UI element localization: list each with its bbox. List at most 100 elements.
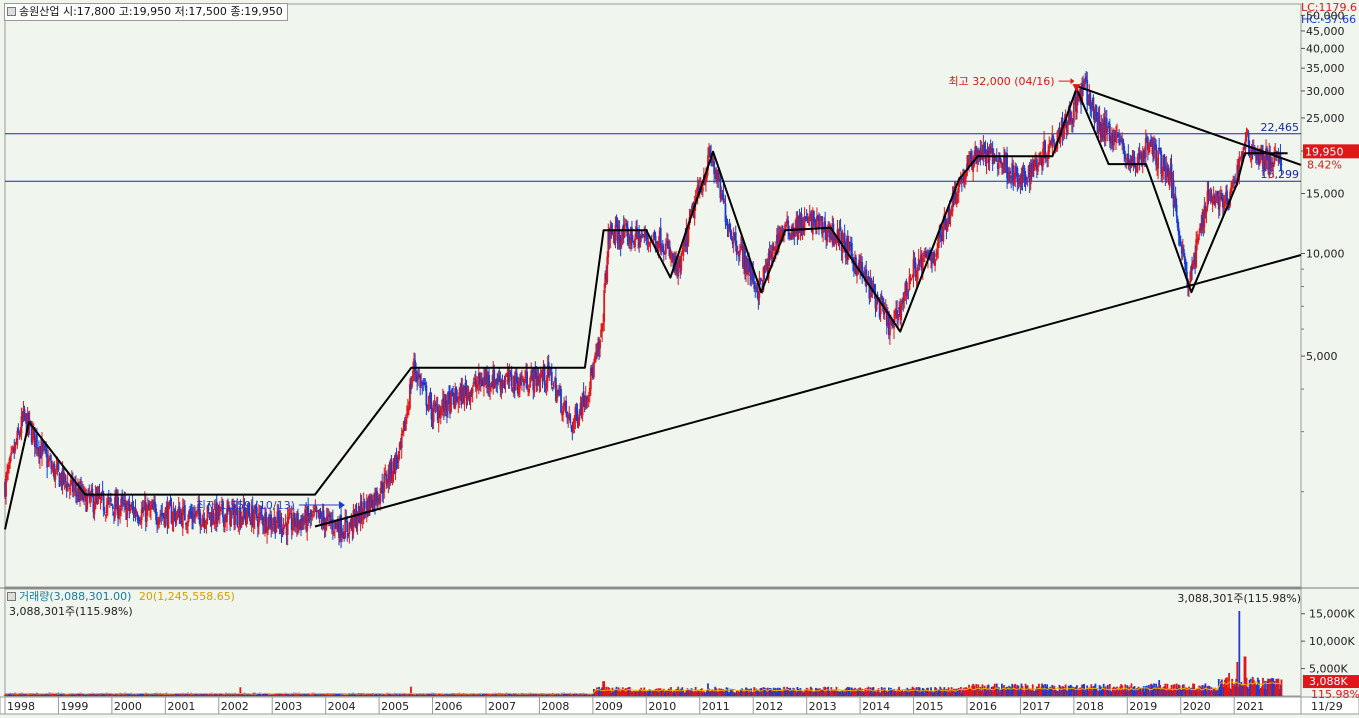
volume-bar bbox=[495, 693, 498, 696]
volume-bar bbox=[755, 688, 758, 696]
candle-body bbox=[673, 258, 675, 265]
volume-bar bbox=[591, 693, 594, 696]
candle-body bbox=[152, 504, 154, 510]
volume-bar bbox=[163, 693, 166, 696]
candle-body bbox=[676, 262, 679, 274]
candle-body bbox=[176, 510, 179, 518]
volume-bar bbox=[872, 686, 875, 696]
volume-bar bbox=[653, 691, 656, 696]
candle-body bbox=[127, 500, 130, 506]
volume-bar bbox=[849, 692, 852, 696]
candle-body bbox=[214, 504, 217, 525]
candle-body bbox=[67, 483, 70, 487]
candle-body bbox=[233, 505, 236, 525]
candle-body bbox=[349, 523, 352, 526]
candle-body bbox=[888, 320, 891, 336]
current-price-pct: 8.42% bbox=[1307, 158, 1342, 171]
price-header: 송원산업 시:17,800 고:19,950 저:17,500 종:19,950 bbox=[4, 3, 288, 21]
candle-body bbox=[780, 230, 782, 241]
volume-bar bbox=[276, 693, 279, 696]
candle-body bbox=[360, 501, 363, 516]
volume-bar bbox=[973, 685, 976, 696]
volume-bar bbox=[612, 689, 615, 696]
volume-bar bbox=[155, 694, 157, 696]
candle-body bbox=[943, 213, 946, 229]
candle-body bbox=[357, 506, 360, 519]
candle-body bbox=[15, 442, 18, 444]
volume-bar bbox=[472, 693, 475, 696]
candle-body bbox=[816, 216, 818, 229]
volume-bar bbox=[168, 694, 171, 696]
candle-body bbox=[158, 517, 161, 525]
candle-body bbox=[756, 286, 759, 293]
volume-bar bbox=[608, 688, 611, 696]
candle-body bbox=[53, 464, 56, 480]
volume-bar bbox=[44, 694, 46, 696]
volume-bar bbox=[494, 692, 497, 696]
candle-body bbox=[137, 518, 140, 522]
volume-bar bbox=[673, 690, 675, 696]
volume-bar bbox=[1176, 687, 1179, 696]
volume-bar bbox=[6, 693, 8, 696]
volume-bar bbox=[1179, 689, 1182, 696]
volume-bar bbox=[220, 693, 223, 696]
candle-body bbox=[1014, 165, 1017, 180]
volume-bar bbox=[776, 687, 779, 696]
volume-bar bbox=[402, 693, 405, 696]
volume-bar bbox=[418, 693, 421, 696]
volume-bar bbox=[381, 694, 384, 696]
volume-bar bbox=[10, 693, 13, 696]
volume-bar bbox=[100, 693, 103, 696]
candle-body bbox=[580, 404, 583, 415]
volume-bar bbox=[308, 693, 311, 696]
volume-bar bbox=[1133, 686, 1136, 696]
candle-body bbox=[441, 398, 444, 409]
candle-body bbox=[625, 223, 628, 228]
volume-bar bbox=[1113, 686, 1115, 696]
candle-body bbox=[754, 286, 757, 288]
candle-body bbox=[620, 237, 623, 246]
candle-body bbox=[61, 468, 64, 487]
volume-bar bbox=[217, 693, 220, 696]
volume-bar bbox=[613, 689, 616, 696]
candle-body bbox=[1048, 145, 1051, 153]
candle-body bbox=[698, 186, 701, 189]
volume-bar bbox=[737, 691, 740, 696]
candle-body bbox=[527, 391, 530, 393]
candle-body bbox=[1066, 126, 1069, 134]
volume-bar bbox=[874, 691, 877, 696]
candle-body bbox=[1118, 138, 1120, 144]
volume-bar bbox=[689, 690, 692, 696]
volume-bar bbox=[445, 694, 447, 696]
volume-bar bbox=[602, 681, 605, 696]
candle-body bbox=[1202, 214, 1205, 226]
volume-bar bbox=[1105, 689, 1108, 696]
candle-body bbox=[627, 239, 630, 243]
candle-body bbox=[310, 510, 313, 517]
volume-bar bbox=[600, 688, 602, 696]
volume-bar bbox=[27, 693, 30, 696]
candle-body bbox=[987, 152, 990, 163]
volume-bar bbox=[1123, 689, 1126, 696]
candle-body bbox=[51, 468, 54, 470]
candle-body bbox=[530, 370, 533, 380]
volume-bar bbox=[727, 692, 730, 696]
candle-body bbox=[1060, 120, 1063, 133]
volume-bar bbox=[1207, 685, 1210, 696]
candle-body bbox=[363, 501, 366, 509]
volume-bar bbox=[1191, 687, 1193, 696]
candle-body bbox=[658, 230, 661, 244]
candle-body bbox=[104, 514, 107, 516]
candle-body bbox=[1007, 176, 1009, 180]
candle-body bbox=[24, 414, 27, 416]
volume-bar bbox=[1096, 690, 1099, 696]
volume-bar bbox=[807, 691, 810, 696]
candle-body bbox=[601, 324, 604, 332]
volume-bar bbox=[747, 691, 749, 696]
volume-bar bbox=[136, 693, 139, 696]
volume-bar bbox=[19, 693, 22, 696]
volume-bar bbox=[802, 692, 805, 696]
candle-body bbox=[1159, 148, 1162, 154]
